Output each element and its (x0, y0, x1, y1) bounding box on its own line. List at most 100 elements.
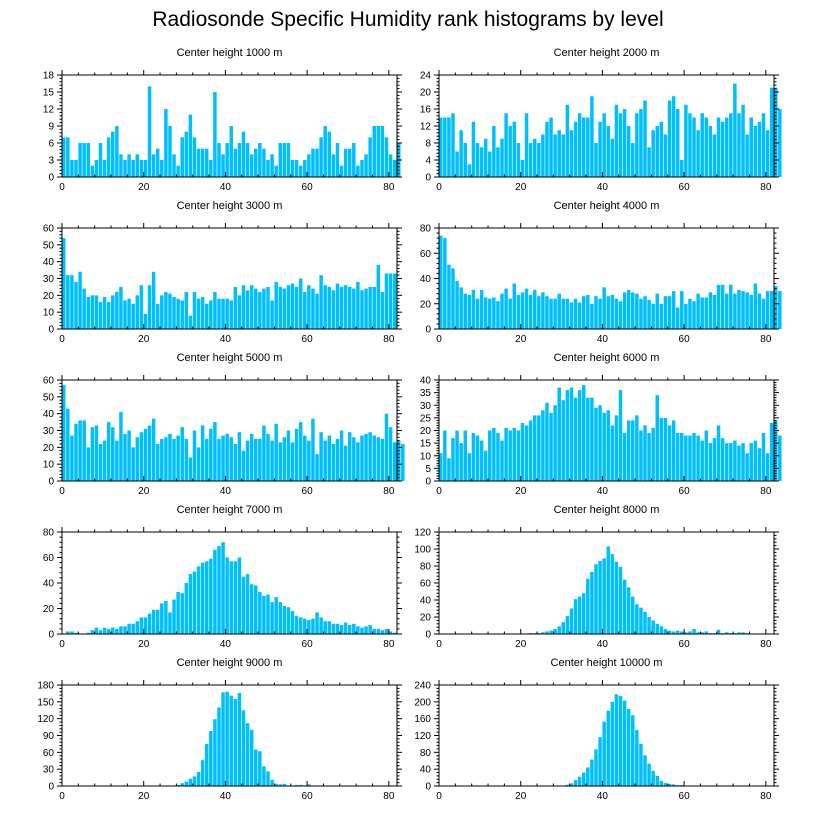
histogram-bar (671, 96, 676, 177)
histogram-bar (708, 443, 713, 481)
histogram-bar (680, 433, 684, 481)
histogram-bar (274, 281, 278, 329)
histogram-bar (311, 288, 315, 329)
histogram-bar (229, 300, 233, 329)
histogram-bar (172, 297, 176, 329)
histogram-bar (172, 154, 176, 177)
histogram-bar (463, 430, 467, 481)
histogram-bar (598, 560, 602, 634)
histogram-bar (671, 784, 676, 786)
histogram-bar (684, 104, 688, 177)
histogram-bar (360, 435, 364, 481)
histogram-bar (245, 290, 250, 329)
histogram-bar (696, 293, 700, 329)
histogram-bar (516, 294, 521, 329)
histogram-bar (364, 154, 368, 177)
histogram-bar (90, 165, 95, 177)
histogram-panel: Center height 4000 m 0 20 40 60 80 0 20 40 60 80 (420, 200, 782, 345)
x-tick-label: 80 (760, 182, 772, 193)
histogram-bar (590, 759, 594, 786)
y-tick-label: 0 (48, 630, 54, 641)
histogram-bar (94, 425, 99, 481)
histogram-bar (475, 143, 480, 177)
panel-title: Center height 4000 m (554, 200, 660, 212)
panel-title: Center height 5000 m (177, 352, 283, 364)
histogram-bar (164, 291, 168, 329)
histogram-bar (741, 632, 745, 634)
histogram-bar (347, 286, 352, 329)
histogram-bar (282, 783, 287, 786)
histogram-bar (339, 286, 344, 329)
histogram-bar (356, 165, 360, 177)
histogram-bar (541, 134, 545, 177)
histogram-bar (294, 616, 299, 634)
histogram-bar (160, 160, 164, 177)
histogram-bar (319, 275, 323, 329)
histogram-bar (745, 292, 749, 329)
x-tick-label: 40 (220, 639, 232, 650)
histogram-bar (443, 430, 447, 481)
histogram-bar (733, 440, 737, 481)
x-tick-label: 40 (220, 791, 232, 802)
histogram-bar (139, 285, 144, 329)
histogram-bar (602, 287, 606, 329)
histogram-panel: Center height 9000 m 0 20 40 60 80 0 30 60 90 120 1… (37, 657, 402, 802)
histogram-bar (74, 160, 78, 177)
y-tick-label: 80 (420, 224, 432, 235)
panel-title: Center height 6000 m (554, 352, 660, 364)
y-tick-label: 5 (425, 464, 431, 475)
histogram-bar (70, 631, 74, 634)
histogram-bar (606, 710, 610, 786)
histogram-bar (618, 566, 623, 634)
histogram-bar (479, 289, 484, 329)
histogram-bar (720, 438, 725, 481)
histogram-bar (303, 291, 307, 329)
histogram-bar (610, 554, 615, 634)
histogram-bar (254, 288, 258, 329)
histogram-panel: Center height 5000 m 0 20 40 60 80 0 10 20 30 40 50… (43, 352, 405, 497)
histogram-bar (127, 430, 131, 481)
histogram-bar (537, 143, 541, 177)
histogram-bar (475, 298, 480, 329)
histogram-bar (688, 631, 692, 634)
histogram-bar (278, 602, 283, 634)
histogram-bar (356, 626, 360, 634)
histogram-bar (143, 428, 148, 481)
histogram-bar (290, 611, 295, 634)
histogram-bar (192, 571, 197, 634)
histogram-bar (262, 425, 266, 481)
histogram-bar (729, 443, 733, 481)
histogram-bar (675, 433, 680, 481)
histogram-bar (392, 160, 397, 177)
histogram-bar (323, 126, 327, 177)
histogram-bar (217, 298, 221, 329)
histogram-bar (659, 121, 664, 177)
histogram-bar (270, 779, 274, 786)
histogram-bar (74, 281, 78, 329)
histogram-bar (155, 443, 160, 481)
x-tick-label: 0 (436, 182, 442, 193)
histogram-bar (463, 293, 467, 329)
histogram-bar (651, 770, 655, 786)
x-tick-label: 40 (597, 182, 609, 193)
histogram-bar (254, 749, 258, 786)
histogram-bar (151, 271, 156, 329)
histogram-bar (712, 294, 717, 329)
y-tick-label: 25 (420, 413, 432, 424)
histogram-bar (724, 632, 729, 634)
histogram-bar (704, 430, 709, 481)
histogram-bar (323, 440, 327, 481)
histogram-bar (327, 435, 332, 481)
histogram-bar (614, 415, 619, 481)
x-tick-label: 20 (138, 791, 150, 802)
histogram-bar (581, 385, 586, 481)
histogram-bar (82, 288, 86, 329)
x-tick-label: 40 (597, 486, 609, 497)
histogram-bar (90, 295, 95, 329)
histogram-bar (115, 440, 119, 481)
histogram-bar (622, 292, 627, 329)
histogram-bar (724, 117, 729, 177)
histogram-bar (680, 291, 684, 329)
histogram-bar (221, 298, 225, 329)
histogram-bar (737, 632, 741, 634)
